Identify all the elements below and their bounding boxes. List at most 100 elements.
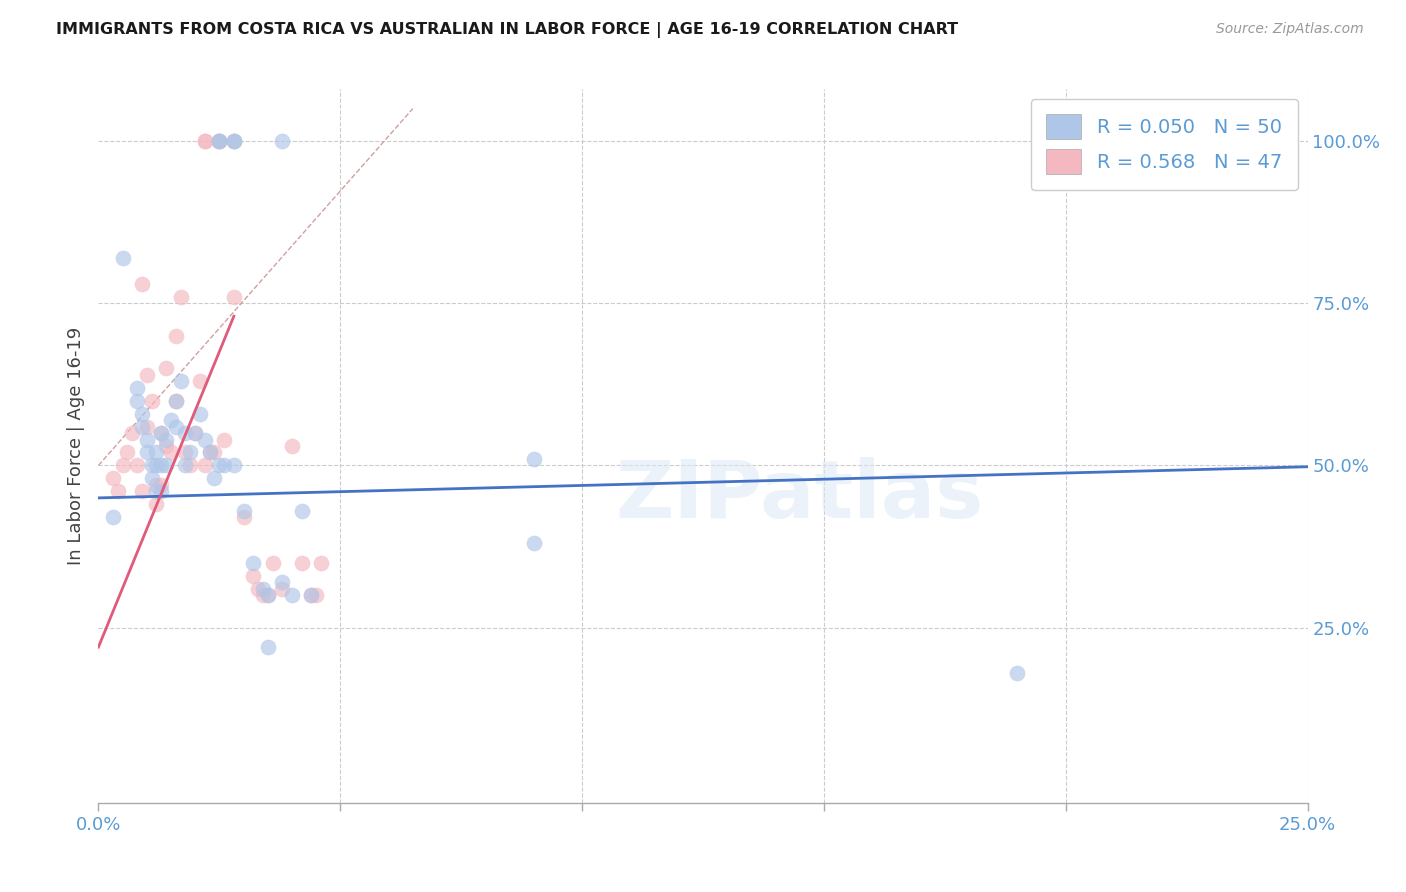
Point <box>222 134 245 148</box>
Point <box>212 458 235 473</box>
Point <box>131 419 153 434</box>
Point <box>145 458 167 473</box>
Point <box>150 458 173 473</box>
Point <box>131 407 153 421</box>
Point <box>141 458 163 473</box>
Point <box>256 588 278 602</box>
Point <box>198 445 221 459</box>
Point <box>155 458 177 473</box>
Point <box>160 413 183 427</box>
Point <box>523 536 546 550</box>
Point <box>290 556 312 570</box>
Point <box>174 445 197 459</box>
Point <box>188 407 211 421</box>
Point <box>150 425 173 440</box>
Point <box>174 425 197 440</box>
Point <box>145 497 167 511</box>
Point <box>523 452 546 467</box>
Point <box>208 134 231 148</box>
Point <box>281 439 304 453</box>
Point <box>145 445 167 459</box>
Point <box>242 568 264 582</box>
Point <box>309 556 332 570</box>
Point <box>247 582 270 596</box>
Point <box>135 445 157 459</box>
Point <box>141 393 163 408</box>
Point <box>222 290 245 304</box>
Point <box>165 393 187 408</box>
Point <box>111 251 134 265</box>
Point <box>155 361 177 376</box>
Point <box>131 484 153 499</box>
Point <box>222 458 245 473</box>
Point <box>101 471 124 485</box>
Point <box>160 445 183 459</box>
Legend: Immigrants from Costa Rica, Australians: Immigrants from Costa Rica, Australians <box>463 883 943 892</box>
Y-axis label: In Labor Force | Age 16-19: In Labor Force | Age 16-19 <box>66 326 84 566</box>
Point <box>222 134 245 148</box>
Text: Source: ZipAtlas.com: Source: ZipAtlas.com <box>1216 22 1364 37</box>
Point <box>194 134 217 148</box>
Text: IMMIGRANTS FROM COSTA RICA VS AUSTRALIAN IN LABOR FORCE | AGE 16-19 CORRELATION : IMMIGRANTS FROM COSTA RICA VS AUSTRALIAN… <box>56 22 959 38</box>
Point <box>155 439 177 453</box>
Point <box>1007 666 1029 681</box>
Point <box>204 445 226 459</box>
Point <box>179 458 201 473</box>
Point <box>262 556 284 570</box>
Point <box>188 374 211 388</box>
Point <box>165 328 187 343</box>
Point <box>135 419 157 434</box>
Point <box>150 484 173 499</box>
Point <box>198 445 221 459</box>
Point <box>135 433 157 447</box>
Point <box>141 471 163 485</box>
Point <box>111 458 134 473</box>
Point <box>165 419 187 434</box>
Point <box>204 471 226 485</box>
Point <box>135 368 157 382</box>
Point <box>222 134 245 148</box>
Point <box>281 588 304 602</box>
Point <box>150 425 173 440</box>
Point <box>208 134 231 148</box>
Point <box>252 588 274 602</box>
Point <box>208 134 231 148</box>
Point <box>127 381 149 395</box>
Text: ZIPatlas: ZIPatlas <box>616 457 984 535</box>
Point <box>127 393 149 408</box>
Point <box>271 134 294 148</box>
Point <box>299 588 322 602</box>
Point <box>252 582 274 596</box>
Point <box>271 582 294 596</box>
Point <box>194 458 217 473</box>
Point <box>169 290 191 304</box>
Point <box>145 484 167 499</box>
Point <box>256 640 278 654</box>
Point <box>184 425 207 440</box>
Point <box>174 458 197 473</box>
Point <box>290 504 312 518</box>
Point <box>271 575 294 590</box>
Point <box>232 510 254 524</box>
Point <box>242 556 264 570</box>
Point <box>101 510 124 524</box>
Point <box>145 478 167 492</box>
Point <box>179 445 201 459</box>
Point <box>208 134 231 148</box>
Point <box>107 484 129 499</box>
Point <box>232 504 254 518</box>
Point <box>165 393 187 408</box>
Point <box>127 458 149 473</box>
Point <box>150 478 173 492</box>
Point <box>169 374 191 388</box>
Point <box>184 425 207 440</box>
Point <box>155 433 177 447</box>
Point <box>117 445 139 459</box>
Point <box>121 425 143 440</box>
Point <box>131 277 153 291</box>
Point <box>256 588 278 602</box>
Point <box>212 433 235 447</box>
Point <box>194 433 217 447</box>
Point <box>299 588 322 602</box>
Point <box>208 458 231 473</box>
